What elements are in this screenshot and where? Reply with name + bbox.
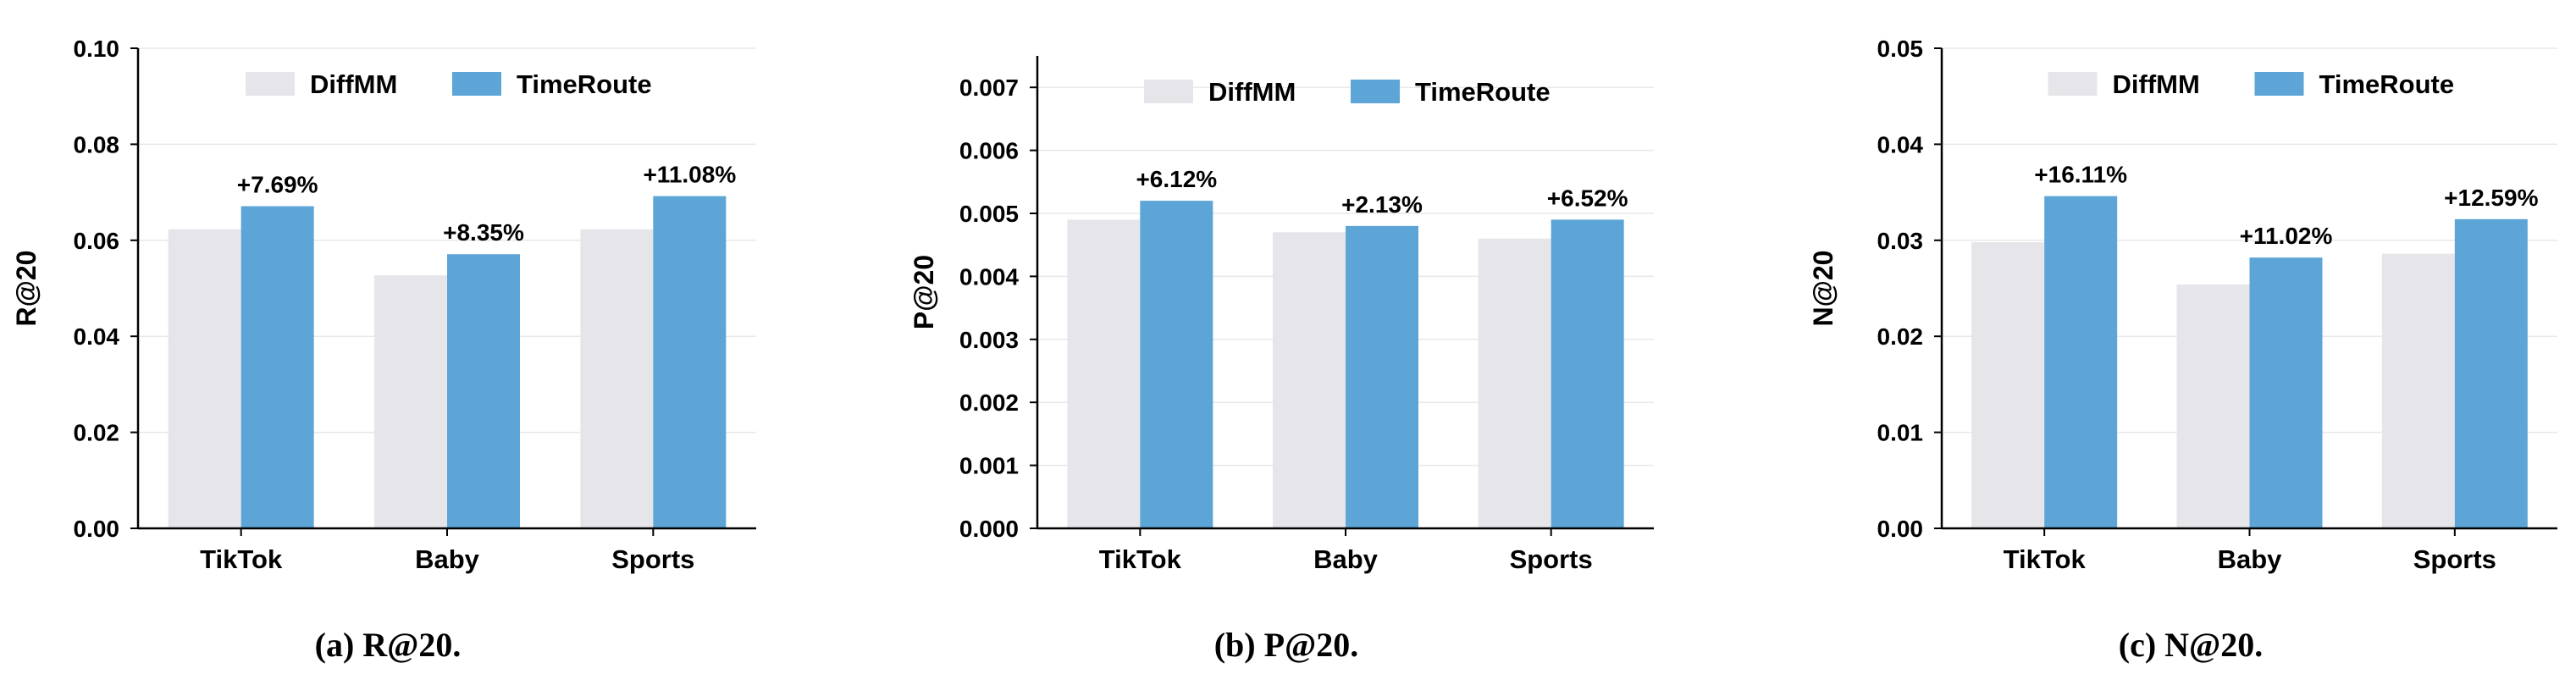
improvement-label: +12.59% xyxy=(2444,185,2538,211)
bar-timeroute-sports xyxy=(653,196,727,529)
x-tick-label: Baby xyxy=(1313,544,1379,574)
y-tick-label: 0.05 xyxy=(1877,36,1924,62)
y-tick-label: 0.006 xyxy=(959,138,1019,164)
subfigure-caption: (b) P@20. xyxy=(1214,626,1359,664)
bar-diffmm-baby xyxy=(1273,232,1346,528)
x-tick-label: Baby xyxy=(2218,544,2283,574)
y-axis-label: R@20 xyxy=(11,251,41,327)
bar-timeroute-baby xyxy=(447,254,520,528)
y-axis-label: P@20 xyxy=(909,255,939,329)
bar-timeroute-sports xyxy=(1551,219,1624,528)
bar-diffmm-baby xyxy=(374,275,447,528)
y-tick-label: 0.02 xyxy=(1877,323,1924,350)
bar-timeroute-tiktok xyxy=(2044,196,2118,529)
legend-label-timeroute: TimeRoute xyxy=(1415,77,1551,107)
bar-timeroute-baby xyxy=(1346,225,1418,528)
y-tick-label: 0.001 xyxy=(959,453,1019,479)
legend-swatch-diffmm xyxy=(246,72,295,96)
y-axis-label: N@20 xyxy=(1808,251,1838,327)
legend: DiffMM TimeRoute xyxy=(2048,69,2455,99)
x-tick-label: TikTok xyxy=(200,544,283,574)
y-tick-label: 0.03 xyxy=(1877,228,1924,254)
bar-diffmm-tiktok xyxy=(1971,242,2045,528)
y-tick-label: 0.00 xyxy=(1877,516,1924,542)
y-tick-label: 0.005 xyxy=(959,201,1019,227)
bar-timeroute-tiktok xyxy=(240,206,314,528)
improvement-label: +16.11% xyxy=(2034,162,2127,188)
bar-timeroute-tiktok xyxy=(1140,201,1213,528)
improvement-label: +2.13% xyxy=(1341,191,1423,218)
y-tick-label: 0.02 xyxy=(74,420,120,446)
y-tick-label: 0.06 xyxy=(74,228,120,254)
bar-diffmm-sports xyxy=(580,229,654,528)
improvement-label: +7.69% xyxy=(237,172,318,198)
y-tick-label: 0.10 xyxy=(74,36,120,62)
legend: DiffMM TimeRoute xyxy=(1144,77,1551,107)
y-tick-label: 0.000 xyxy=(959,516,1019,542)
legend-swatch-diffmm xyxy=(1144,80,1193,103)
x-tick-label: TikTok xyxy=(1099,544,1182,574)
x-tick-label: Sports xyxy=(611,544,694,574)
y-tick-label: 0.04 xyxy=(74,323,120,350)
legend-label-timeroute: TimeRoute xyxy=(517,69,652,99)
bar-timeroute-sports xyxy=(2454,218,2528,528)
y-tick-label: 0.007 xyxy=(959,75,1019,101)
improvement-label: +11.02% xyxy=(2240,223,2333,249)
bar-diffmm-tiktok xyxy=(168,229,241,528)
y-tick-label: 0.08 xyxy=(74,131,120,157)
legend-swatch-timeroute xyxy=(2254,72,2304,96)
x-tick-label: Sports xyxy=(1510,544,1593,574)
legend-swatch-timeroute xyxy=(452,72,501,96)
legend-label-diffmm: DiffMM xyxy=(2113,69,2200,99)
x-tick-label: TikTok xyxy=(2004,544,2087,574)
bar-diffmm-sports xyxy=(2381,253,2455,528)
legend-swatch-diffmm xyxy=(2048,72,2098,96)
bar-diffmm-baby xyxy=(2176,284,2250,528)
y-tick-label: 0.00 xyxy=(74,516,120,542)
x-tick-label: Baby xyxy=(415,544,480,574)
chart-panel-r20: +7.69% TikTok +8.35% Baby +11.08% Sports 0.00 0… xyxy=(11,36,756,664)
y-tick-label: 0.04 xyxy=(1877,131,1924,157)
improvement-label: +6.52% xyxy=(1547,185,1628,211)
legend-swatch-timeroute xyxy=(1351,80,1400,103)
legend-label-timeroute: TimeRoute xyxy=(2319,69,2455,99)
bar-diffmm-tiktok xyxy=(1067,219,1141,528)
bar-diffmm-sports xyxy=(1478,238,1551,528)
y-tick-label: 0.01 xyxy=(1877,420,1924,446)
legend: DiffMM TimeRoute xyxy=(246,69,652,99)
subfigure-caption: (a) R@20. xyxy=(315,626,462,664)
y-tick-label: 0.003 xyxy=(959,327,1019,353)
bar-timeroute-baby xyxy=(2249,257,2323,528)
subfigure-caption: (c) N@20. xyxy=(2119,626,2264,664)
x-tick-label: Sports xyxy=(2413,544,2496,574)
improvement-label: +8.35% xyxy=(443,219,524,246)
chart-panel-p20: +6.12% TikTok +2.13% Baby +6.52% Sports 0.000 0… xyxy=(909,56,1654,664)
legend-label-diffmm: DiffMM xyxy=(1208,77,1296,107)
legend-label-diffmm: DiffMM xyxy=(310,69,397,99)
chart-panel-n20: +16.11% TikTok +11.02% Baby +12.59% Sports 0.0… xyxy=(1808,36,2557,664)
improvement-label: +11.08% xyxy=(643,162,736,188)
y-tick-label: 0.002 xyxy=(959,389,1019,416)
improvement-label: +6.12% xyxy=(1136,166,1217,192)
y-tick-label: 0.004 xyxy=(959,263,1019,290)
